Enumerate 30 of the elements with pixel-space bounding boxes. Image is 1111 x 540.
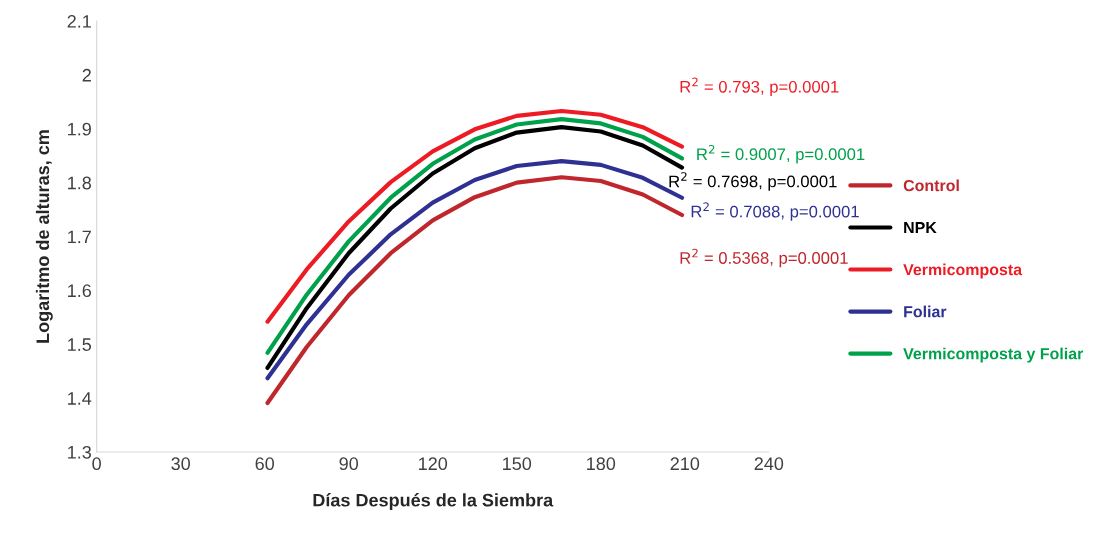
y-tick-label: 1.7: [68, 230, 91, 244]
legend-label: NPK: [904, 222, 937, 234]
y-tick-label: 2.1: [67, 14, 91, 28]
x-tick-label: 240: [754, 457, 784, 471]
x-tick-label: 120: [419, 457, 448, 471]
legend-label: Vermicomposta y Foliar: [903, 347, 1084, 363]
annotation: R$^{2}$ = 0.7698, p=0.0001: [669, 172, 837, 191]
legend-label: Foliar: [904, 305, 947, 318]
annotation: R$^{2}$ = 0.7088, p=0.0001: [691, 202, 859, 221]
y-axis-title: Logaritmo de alturas, cm: [35, 130, 53, 343]
x-tick-label: 90: [339, 457, 359, 471]
y-tick-label: 1.8: [68, 176, 92, 190]
y-tick-label: 1.6: [68, 284, 91, 298]
legend-label: Vermicomposta: [903, 263, 1023, 279]
legend-label: Control: [903, 179, 959, 192]
x-tick-label: 150: [503, 457, 532, 471]
x-tick-label: 210: [670, 457, 700, 471]
x-tick-label: 180: [587, 457, 616, 471]
y-tick-label: 1.3: [68, 445, 91, 459]
x-tick-label: 60: [255, 457, 275, 471]
x-tick-label: 0: [92, 457, 101, 471]
x-tick-label: 30: [171, 457, 191, 471]
x-axis-title: Días Después de la Siembra: [313, 493, 554, 511]
y-tick-label: 2: [82, 68, 91, 82]
annotation: R$^{2}$ = 0.5368, p=0.0001: [680, 248, 848, 268]
y-tick-label: 1.5: [68, 338, 92, 351]
annotation: R$^{2}$ = 0.793, p=0.0001: [680, 77, 839, 97]
annotation: R$^{2}$ = 0.9007, p=0.0001: [697, 144, 865, 164]
y-tick-label: 1.9: [68, 122, 91, 136]
y-tick-label: 1.4: [68, 392, 92, 405]
